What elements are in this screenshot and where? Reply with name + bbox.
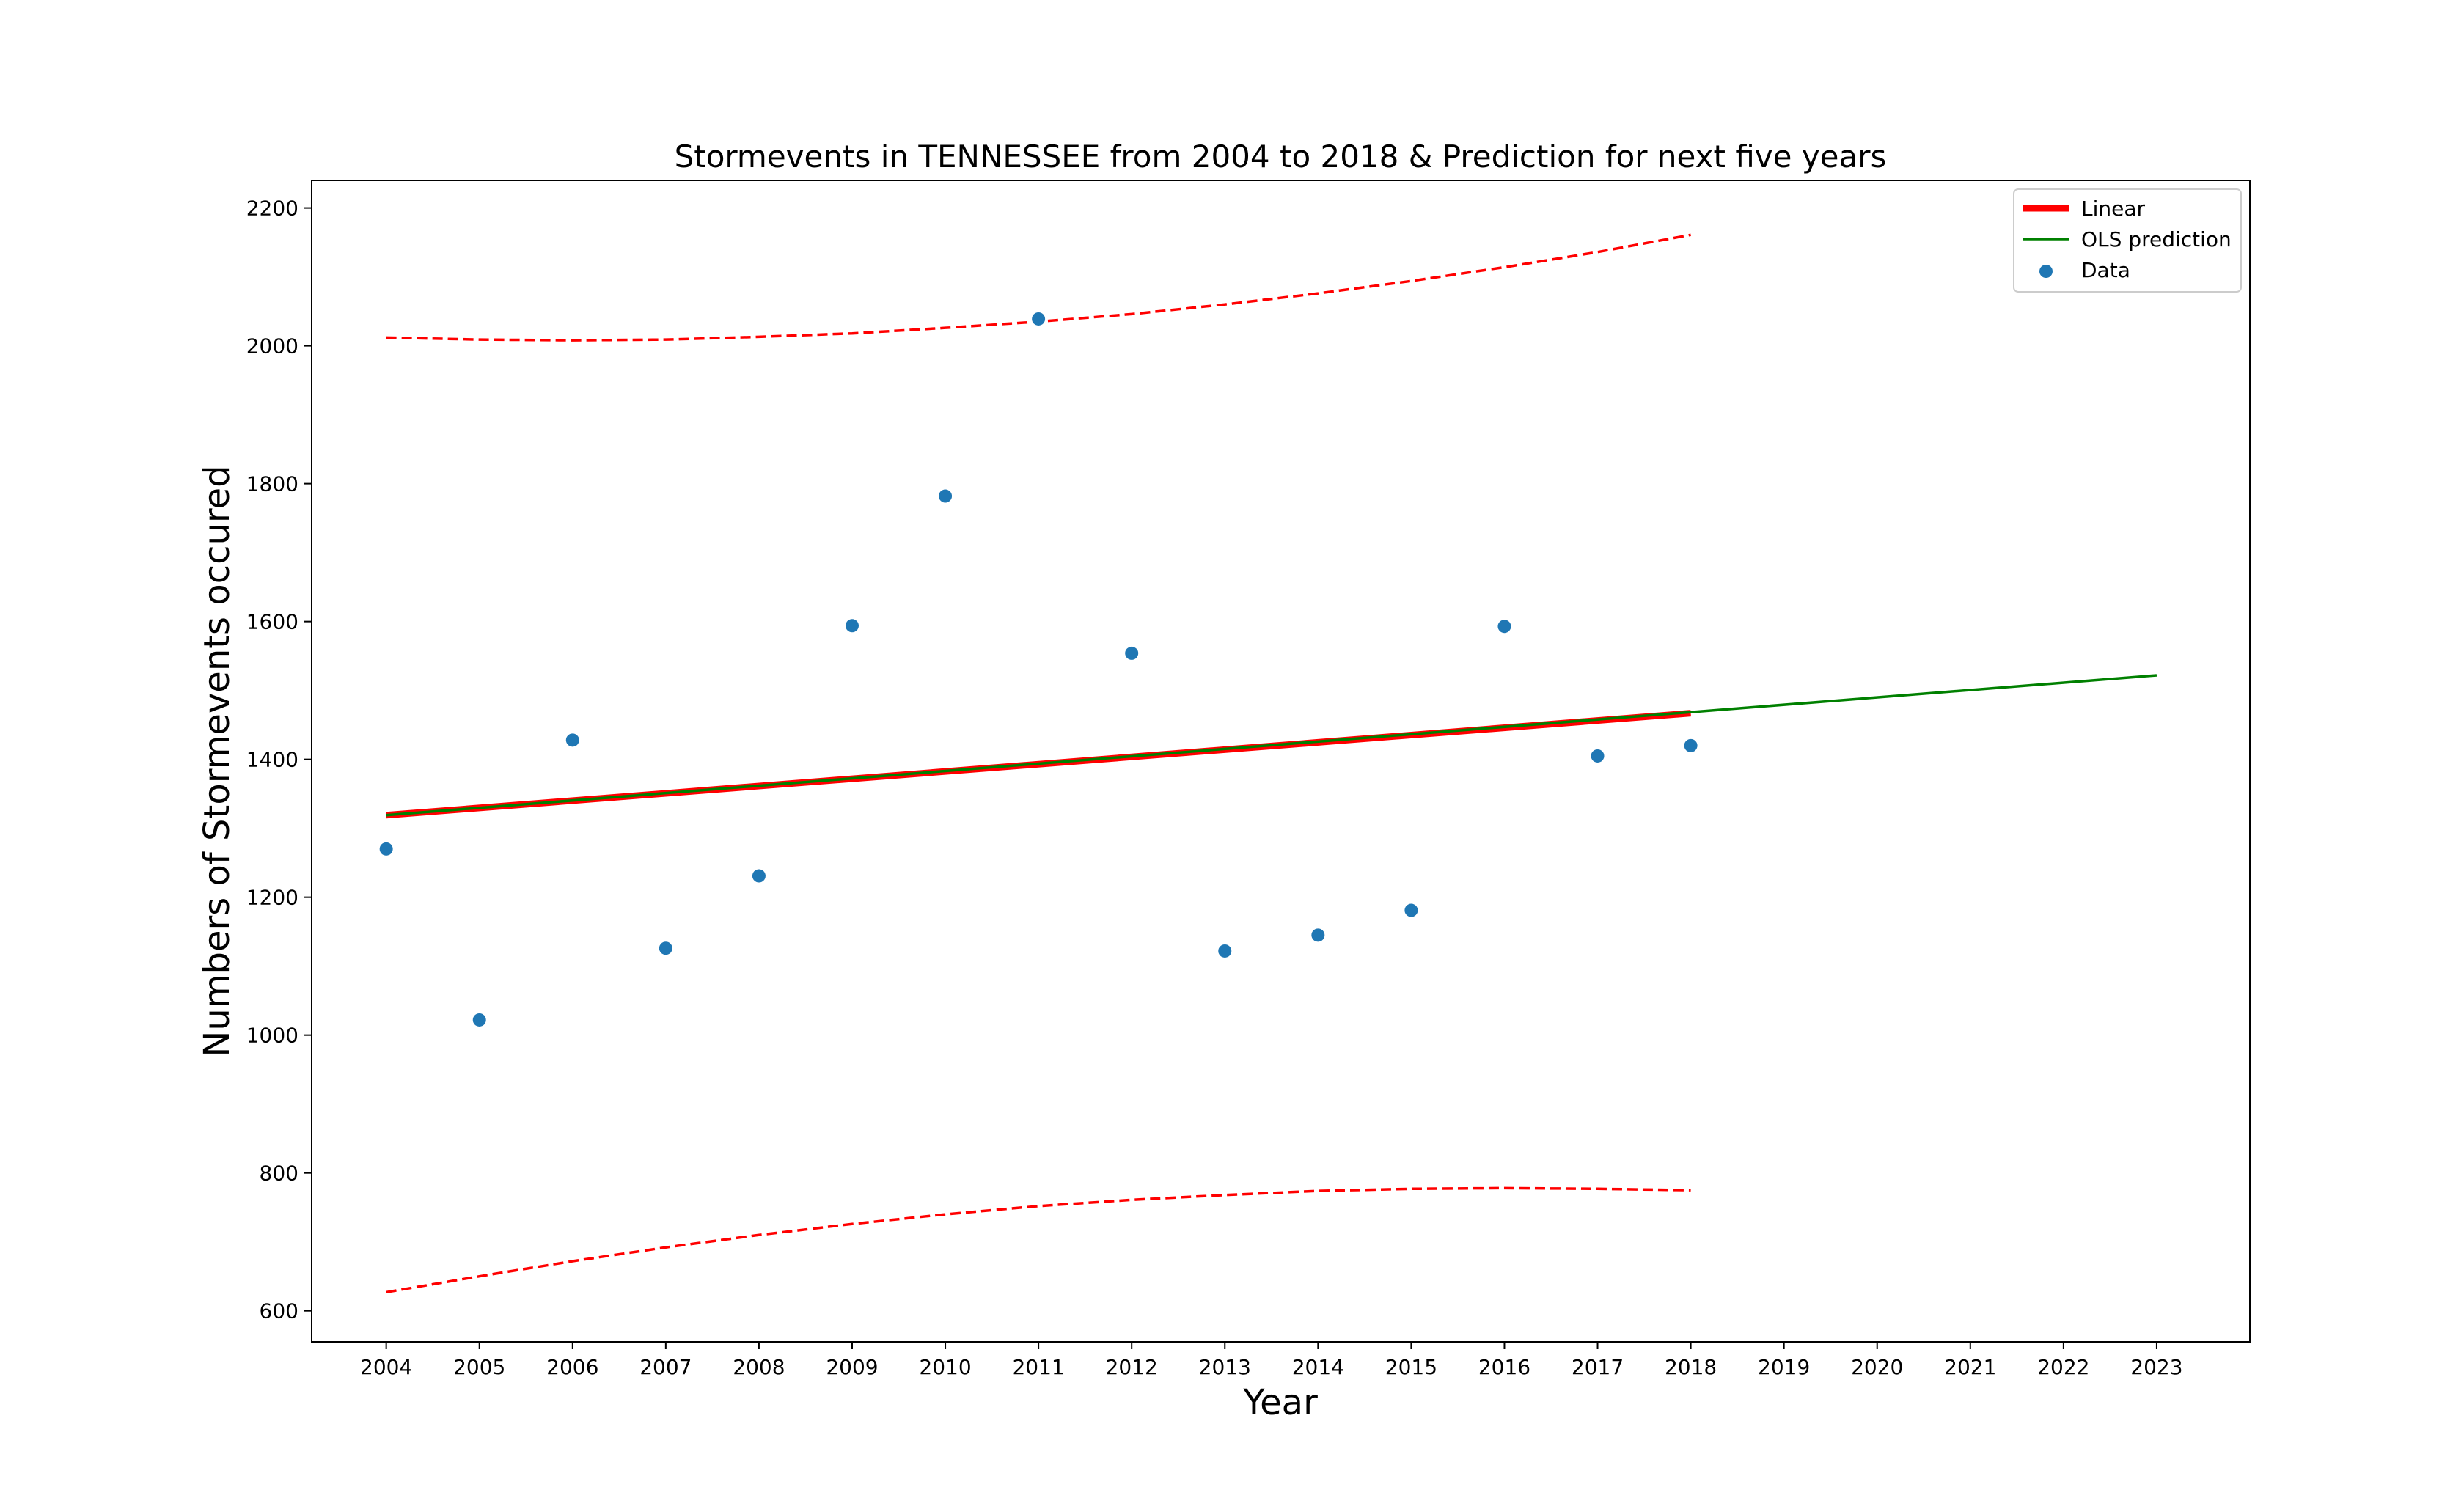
x-tick-label: 2017 (1572, 1355, 1624, 1379)
x-tick-label: 2019 (1758, 1355, 1810, 1379)
chart-title: Stormevents in TENNESSEE from 2004 to 20… (675, 139, 1887, 175)
legend: Linear OLS prediction Data (2013, 188, 2242, 293)
data-point (659, 941, 672, 955)
data-point (1218, 944, 1232, 958)
legend-data-swatch (2039, 265, 2053, 278)
data-point (1404, 903, 1418, 917)
x-tick-label: 2010 (919, 1355, 971, 1379)
legend-ols-label: OLS prediction (2081, 227, 2232, 251)
x-tick-label: 2022 (2037, 1355, 2089, 1379)
y-tick-label: 1000 (246, 1024, 298, 1048)
x-tick-label: 2020 (1851, 1355, 1903, 1379)
x-axis: 2004 2005 2006 2007 2008 2009 2010 2011 2012 2013… (360, 1342, 2183, 1379)
ols-prediction-line (386, 674, 2157, 817)
y-tick-label: 1800 (246, 472, 298, 496)
x-tick-label: 2016 (1478, 1355, 1530, 1379)
data-point (1684, 738, 1698, 752)
y-tick-label: 1400 (246, 748, 298, 772)
x-tick-label: 2015 (1385, 1355, 1437, 1379)
plot-frame (311, 180, 2251, 1343)
legend-data-label: Data (2081, 258, 2130, 282)
data-point (1125, 646, 1139, 660)
x-tick-label: 2011 (1012, 1355, 1064, 1379)
y-tick-label: 2200 (246, 197, 298, 221)
x-tick-label: 2013 (1199, 1355, 1251, 1379)
lower-prediction-bound-line (386, 1186, 1691, 1294)
x-tick-label: 2005 (453, 1355, 505, 1379)
y-tick-label: 2000 (246, 334, 298, 359)
data-point (1497, 620, 1511, 634)
data-point (379, 842, 393, 856)
x-axis-label: Year (1242, 1382, 1318, 1423)
x-tick-label: 2004 (360, 1355, 412, 1379)
data-point (565, 733, 579, 747)
x-tick-label: 2009 (826, 1355, 878, 1379)
y-tick-label: 600 (260, 1299, 298, 1323)
x-tick-label: 2006 (546, 1355, 598, 1379)
y-tick-label: 1200 (246, 886, 298, 910)
y-tick-label: 800 (260, 1161, 298, 1186)
plot-area (379, 233, 2157, 1294)
x-tick-label: 2021 (1944, 1355, 1996, 1379)
legend-linear-label: Linear (2081, 197, 2146, 221)
x-tick-label: 2023 (2130, 1355, 2182, 1379)
y-tick-label: 1600 (246, 610, 298, 634)
x-tick-label: 2008 (733, 1355, 785, 1379)
y-axis: 600 800 1000 1200 1400 1600 1800 2000 2200 (246, 197, 312, 1323)
data-point (845, 619, 859, 633)
x-tick-label: 2012 (1106, 1355, 1158, 1379)
data-point (1032, 312, 1046, 326)
data-point (1591, 749, 1605, 763)
data-point (1311, 928, 1325, 942)
data-point (472, 1013, 486, 1027)
x-tick-label: 2014 (1292, 1355, 1344, 1379)
data-point (939, 489, 953, 503)
y-axis-label: Numbers of Stormevents occured (197, 465, 238, 1057)
x-tick-label: 2007 (639, 1355, 692, 1379)
legend-box (2013, 188, 2242, 293)
x-tick-label: 2018 (1665, 1355, 1717, 1379)
data-point (752, 869, 766, 883)
